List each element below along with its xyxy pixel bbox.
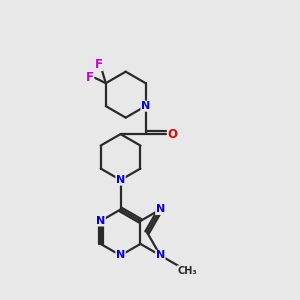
Text: F: F	[85, 71, 94, 84]
Text: CH₃: CH₃	[177, 266, 197, 276]
Text: N: N	[116, 250, 125, 260]
Text: N: N	[156, 250, 165, 260]
Text: F: F	[94, 58, 102, 70]
Text: N: N	[141, 101, 150, 111]
Text: O: O	[168, 128, 178, 141]
Text: N: N	[156, 205, 165, 214]
Text: N: N	[96, 216, 105, 226]
Text: N: N	[116, 175, 125, 185]
